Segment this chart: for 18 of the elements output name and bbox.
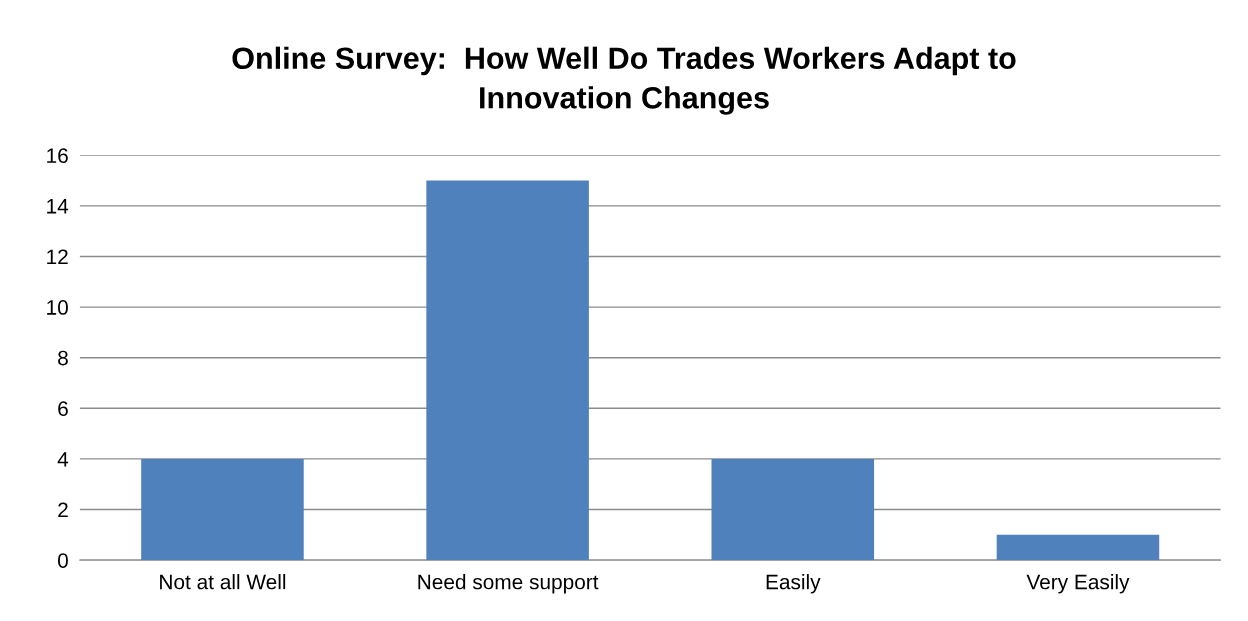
x-tick-label: Very Easily (1026, 574, 1130, 594)
y-tick-label: 16 (47, 148, 68, 163)
bar (426, 180, 589, 561)
x-tick-label: Need some support (418, 574, 599, 594)
chart-title: Online Survey: How Well Do Trades Workers Adapt to Innovation Changes (232, 46, 1016, 115)
bar (996, 534, 1160, 561)
y-tick-label: 4 (57, 452, 69, 467)
y-tick-label: 2 (58, 502, 68, 518)
x-tick-label: Not at all Well (160, 574, 286, 590)
y-tick-label: 8 (58, 350, 68, 366)
x-tick-label: Easily (766, 574, 821, 594)
y-tick-label: 0 (57, 553, 68, 568)
y-tick-label: 12 (47, 249, 68, 265)
y-tick-label: 10 (47, 300, 68, 315)
bar (711, 458, 875, 561)
y-tick-label: 6 (58, 401, 68, 417)
bar (141, 458, 304, 561)
y-tick-label: 14 (47, 199, 69, 214)
